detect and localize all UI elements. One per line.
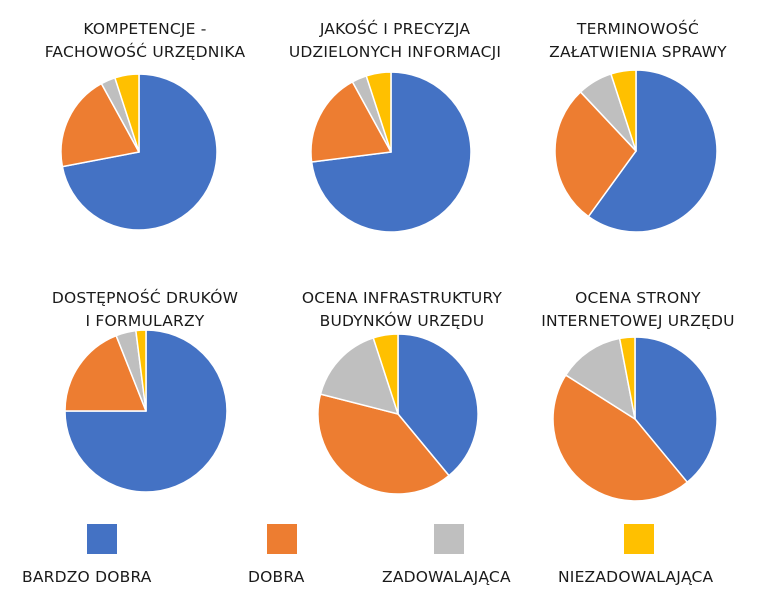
pie-6-slice-niezadowalajaca (618, 336, 636, 420)
legend-label-dobra: DOBRA (248, 568, 305, 586)
chart-title-1: KOMPETENCJE - FACHOWOŚĆ URZĘDNIKA (20, 18, 270, 64)
chart-title-3-line-2: ZAŁATWIENIA SPRAWY (549, 43, 727, 61)
pie-6-slice-dobra (552, 374, 689, 502)
chart-title-1-line-1: KOMPETENCJE - (83, 20, 207, 38)
pie-3-slice-bardzo-dobra (587, 69, 718, 233)
pie-chart-2 (310, 71, 472, 233)
pie-3-slice-dobra (554, 91, 637, 218)
pie-chart-4 (64, 329, 228, 493)
legend-swatch-bardzo-dobra (87, 524, 117, 554)
legend-label-zadowalajaca: ZADOWALAJĄCA (382, 568, 511, 586)
pie-4-slice-dobra (64, 334, 147, 412)
pie-1-slice-niezadowalajaca (114, 73, 140, 153)
chart-title-2-line-2: UDZIELONYCH INFORMACJI (288, 43, 502, 61)
chart-title-6-line-1: OCENA STRONY (575, 289, 701, 307)
chart-title-5-line-2: BUDYNKÓW URZĘDU (319, 312, 485, 330)
chart-title-4-line-2: I FORMULARZY (85, 312, 205, 330)
pie-2-slice-dobra (310, 81, 392, 163)
chart-title-3-line-1: TERMINOWOŚĆ (576, 20, 700, 38)
pie-chart-3 (554, 69, 718, 233)
legend-label-niezadowalajaca: NIEZADOWALAJĄCA (558, 568, 714, 586)
pie-4-slice-niezadowalajaca (135, 329, 147, 412)
chart-title-6-line-2: INTERNETOWEJ URZĘDU (541, 312, 735, 330)
pie-chart-6 (552, 336, 718, 502)
pie-5-slice-dobra (317, 393, 450, 495)
chart-title-1-line-2: FACHOWOŚĆ URZĘDNIKA (44, 43, 246, 61)
pie-5-slice-bardzo-dobra (397, 333, 479, 477)
pie-5-slice-niezadowalajaca (372, 333, 399, 415)
pie-5-slice-zadowalajaca (319, 337, 399, 415)
pie-6-slice-bardzo-dobra (634, 336, 718, 483)
chart-title-6: OCENA STRONY INTERNETOWEJ URZĘDU (513, 287, 763, 333)
chart-title-2: JAKOŚĆ I PRECYZJA UDZIELONYCH INFORMACJI (270, 18, 520, 64)
chart-title-5: OCENA INFRASTRUKTURY BUDYNKÓW URZĘDU (277, 287, 527, 333)
chart-title-3: TERMINOWOŚĆ ZAŁATWIENIA SPRAWY (513, 18, 763, 64)
legend-swatch-zadowalajaca (434, 524, 464, 554)
legend-swatch-dobra (267, 524, 297, 554)
pie-2-slice-niezadowalajaca (365, 71, 392, 153)
chart-title-4-line-1: DOSTĘPNOŚĆ DRUKÓW (51, 289, 239, 307)
chart-title-4: DOSTĘPNOŚĆ DRUKÓW I FORMULARZY (20, 287, 270, 333)
legend-label-bardzo-dobra: BARDZO DOBRA (22, 568, 152, 586)
chart-title-5-line-1: OCENA INFRASTRUKTURY (301, 289, 503, 307)
pie-6-slice-zadowalajaca (565, 337, 636, 420)
pie-chart-1 (60, 73, 218, 231)
chart-title-2-line-1: JAKOŚĆ I PRECYZJA (319, 20, 471, 38)
pie-1-slice-dobra (60, 82, 140, 168)
legend-swatch-niezadowalajaca (624, 524, 654, 554)
pie-chart-5 (317, 333, 479, 495)
pie-3-slice-niezadowalajaca (610, 69, 637, 152)
